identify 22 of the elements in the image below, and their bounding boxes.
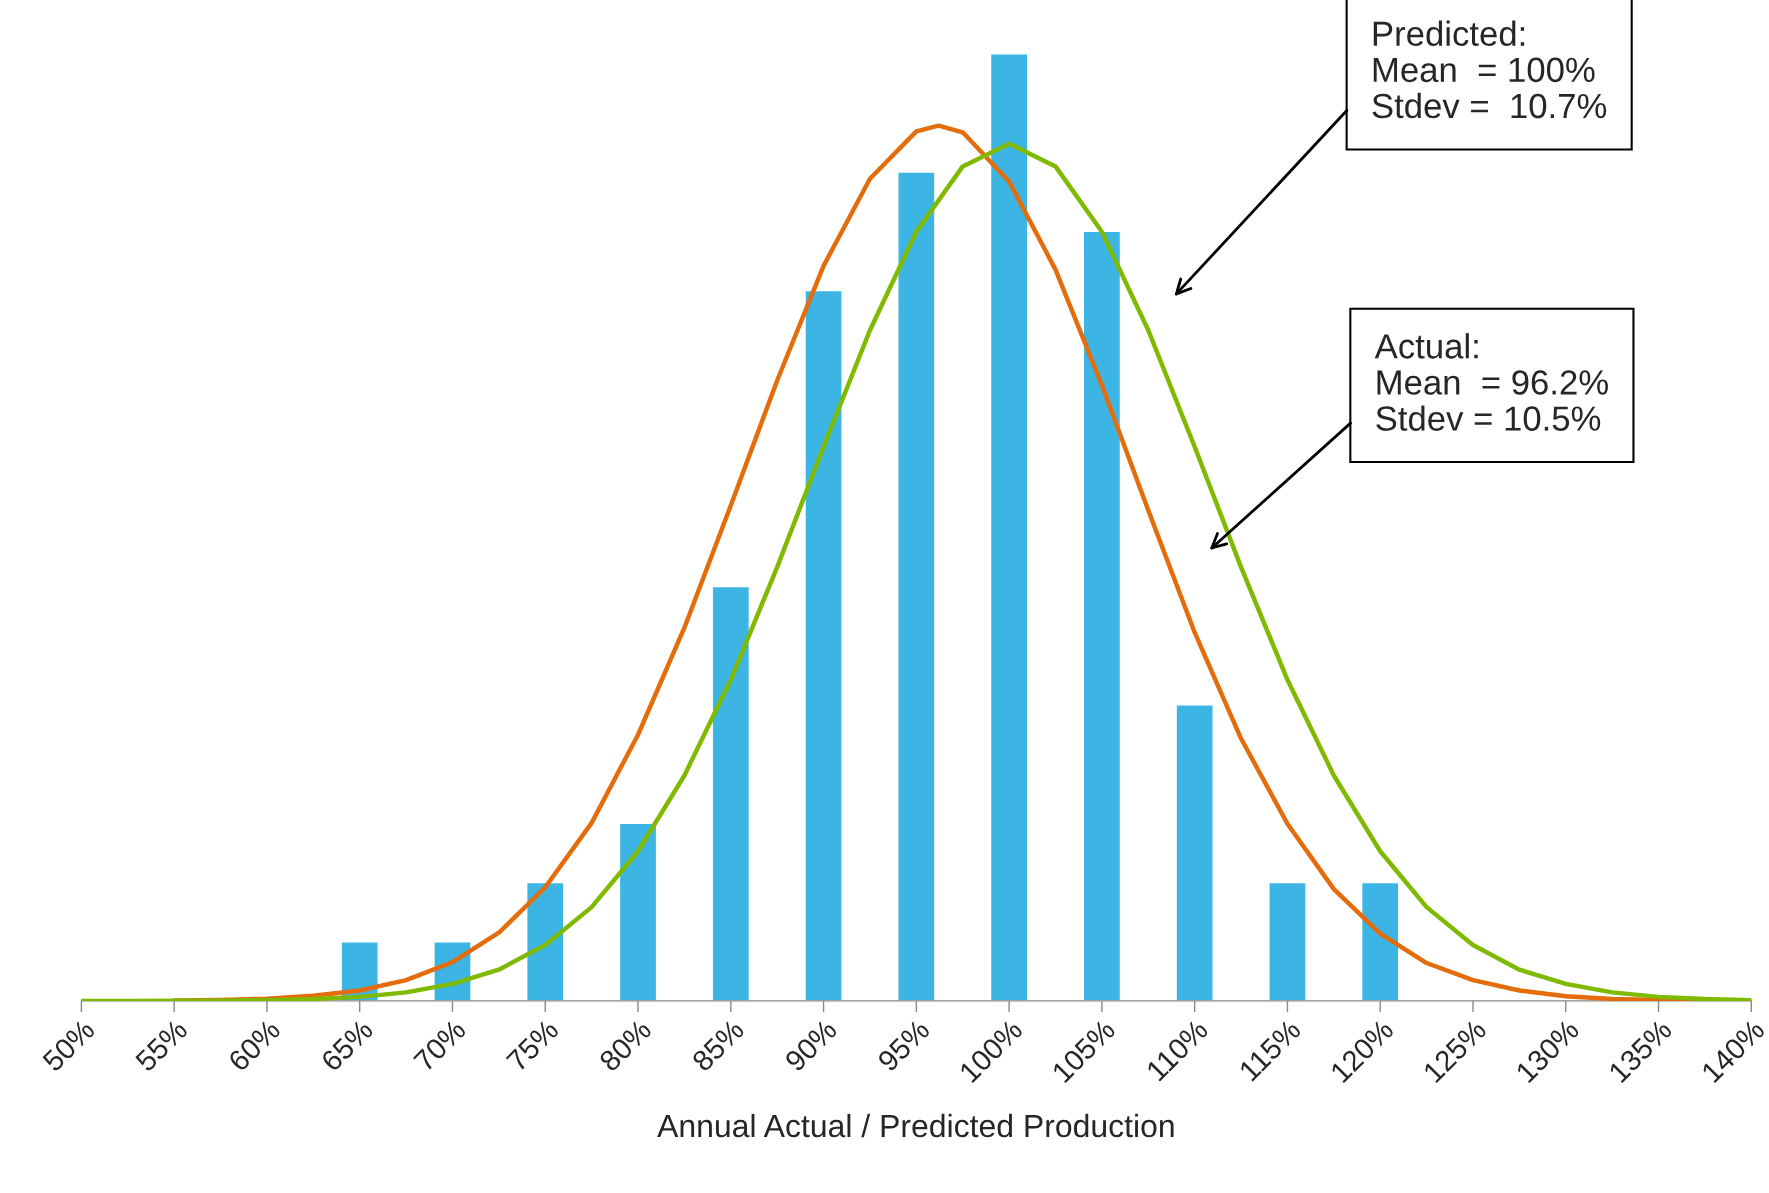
x-tick-label: 95%: [876, 1018, 931, 1073]
bar: [711, 585, 751, 1001]
bar: [525, 881, 565, 1001]
x-tick-label: 85%: [690, 1018, 746, 1073]
bar: [1268, 881, 1307, 1001]
x-tick-label: 60%: [227, 1018, 282, 1073]
x-tick-label: 90%: [783, 1018, 838, 1073]
bar: [1175, 704, 1214, 1001]
bar: [897, 171, 936, 1001]
bar: [618, 822, 658, 1001]
x-tick-label: 80%: [598, 1018, 653, 1073]
annotation: Actual: Mean = 96.2% Stdev = 10.5%: [1374, 333, 1608, 431]
annotation: Predicted: Mean = 100% Stdev = 10.7%: [1372, 20, 1607, 119]
x-tick-label: 65%: [320, 1018, 375, 1073]
x-tick-label: 55%: [134, 1018, 189, 1073]
x-tick-label: 70%: [412, 1018, 467, 1073]
bar: [989, 53, 1029, 1001]
bar: [1082, 230, 1122, 1001]
x-axis-title: Annual Actual / Predicted Production: [657, 1113, 1174, 1138]
x-tick-label: 75%: [505, 1018, 560, 1073]
bar: [804, 289, 843, 1001]
bar: [1360, 881, 1400, 1001]
